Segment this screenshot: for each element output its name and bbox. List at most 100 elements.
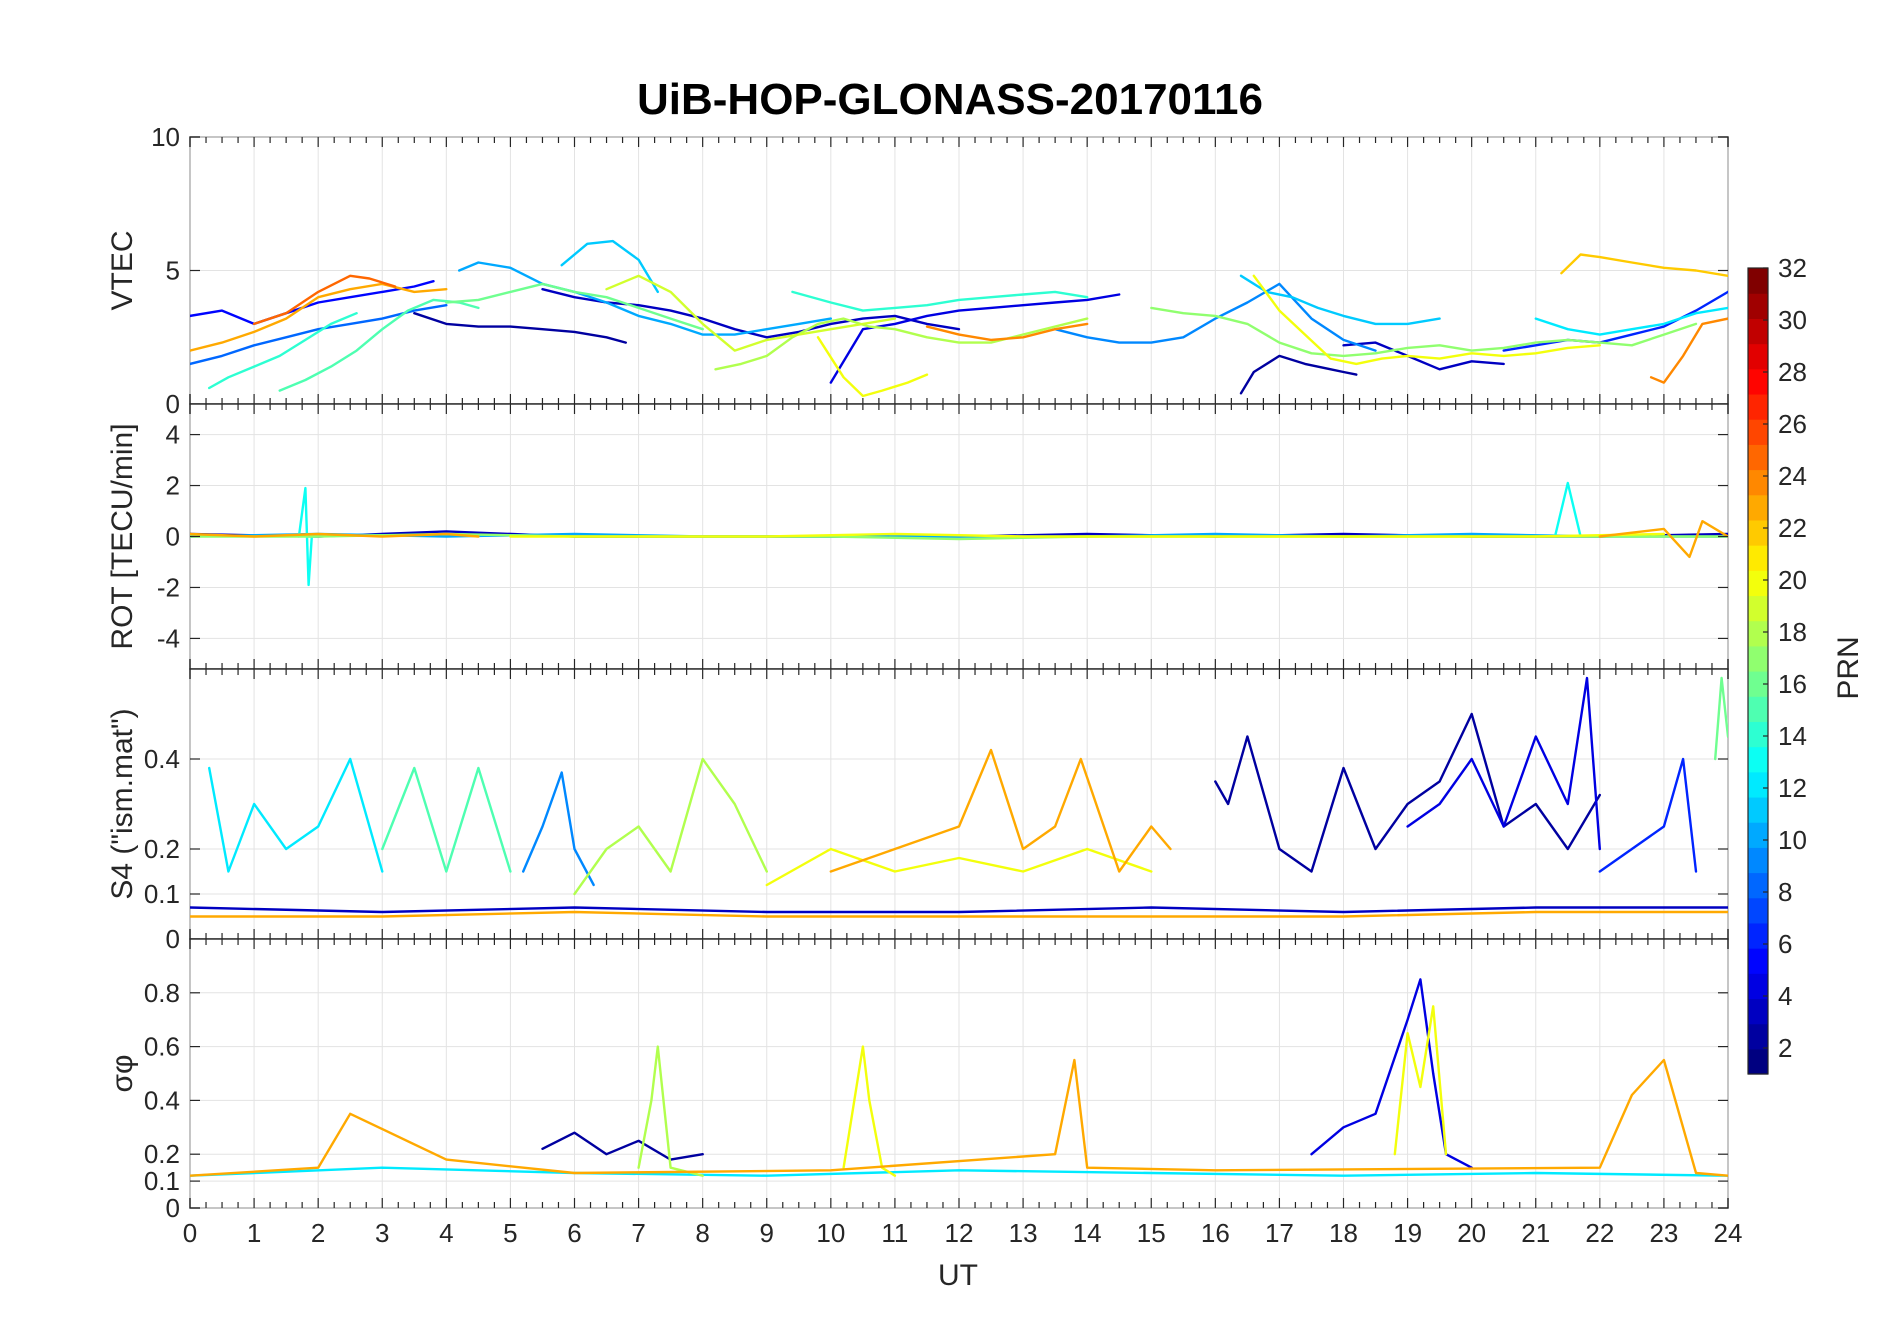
colorbar-tick-label: 18 (1778, 617, 1807, 647)
trace-prn-24 (1649, 317, 1728, 384)
colorbar-tick-label: 14 (1778, 721, 1807, 751)
colorbar-segment (1748, 822, 1768, 848)
trace-prn-10 (458, 261, 832, 336)
colorbar-segment (1748, 671, 1768, 697)
y-axis-label: σφ (106, 1055, 139, 1093)
colorbar-tick-label: 24 (1778, 461, 1807, 491)
y-tick-label: 0 (166, 924, 180, 954)
trace-prn-13 (1553, 481, 1582, 538)
colorbar-tick-label: 30 (1778, 305, 1807, 335)
trace-prn-14 (791, 290, 1089, 312)
trace-prn-2 (541, 1131, 704, 1161)
colorbar-segment (1748, 293, 1768, 319)
y-tick-label: 0.2 (144, 1139, 180, 1169)
trace-prn-23 (829, 748, 1172, 873)
panel-sigma-phi: 00.10.2 0.4 0.6 0.8 σφ (106, 938, 1729, 1223)
colorbar-tick-label: 2 (1778, 1033, 1792, 1063)
colorbar-segment (1748, 897, 1768, 924)
colorbar-segment (1748, 721, 1768, 748)
colorbar-segment (1748, 595, 1768, 622)
panel-vtec: 0 5 10 VTEC (106, 122, 1729, 419)
x-tick-label: 20 (1457, 1218, 1486, 1248)
trace-prn-6 (1502, 290, 1728, 352)
colorbar-segment (1748, 696, 1768, 722)
x-tick-label: 13 (1009, 1218, 1038, 1248)
trace-prn-14 (207, 312, 358, 390)
panel-rot: -4 -2 0 2 4 ROT [TECU/min] (106, 403, 1729, 670)
trace-prn-11 (560, 239, 659, 294)
y-tick-label: 0 (166, 1193, 180, 1223)
trace-prn-20 (1252, 274, 1602, 366)
colorbar-segment (1748, 469, 1768, 496)
x-tick-label: 11 (881, 1218, 908, 1248)
x-tick-label: 23 (1649, 1218, 1678, 1248)
colorbar-segment (1748, 318, 1768, 345)
trace-prn-3 (1342, 341, 1505, 371)
trace-prn-9 (522, 771, 595, 887)
colorbar-segment (1748, 771, 1768, 798)
colorbar-segment (1748, 268, 1768, 294)
traces (190, 481, 1728, 587)
y-tick-label: 0.4 (144, 1085, 180, 1115)
colorbar-tick-label: 12 (1778, 773, 1807, 803)
x-tick-label: 10 (816, 1218, 845, 1248)
x-tick-label: 4 (439, 1218, 453, 1248)
colorbar-tick-label: 6 (1778, 929, 1792, 959)
colorbar-segment (1748, 519, 1768, 546)
x-tick-label: 2 (311, 1218, 325, 1248)
trace-prn-20 (1393, 1005, 1448, 1156)
x-tick-label: 12 (945, 1218, 974, 1248)
colorbar-label: PRN (1832, 636, 1865, 699)
x-tick-label: 9 (760, 1218, 774, 1248)
colorbar-tick-label: 32 (1778, 253, 1807, 283)
y-tick-label: 0 (166, 389, 180, 419)
trace-prn-12 (190, 1166, 1728, 1177)
trace-prn-18 (637, 1045, 704, 1177)
y-tick-label: 10 (151, 122, 180, 152)
colorbar-segment (1748, 620, 1768, 647)
trace-prn-20 (842, 1045, 897, 1177)
colorbar-segment (1748, 393, 1768, 420)
trace-prn-23 (190, 282, 448, 352)
colorbar-tick-label: 20 (1778, 565, 1807, 595)
y-tick-label: 0.8 (144, 978, 180, 1008)
x-axis-label: UT (938, 1259, 978, 1292)
x-tick-label: 15 (1137, 1218, 1166, 1248)
colorbar-segment (1748, 444, 1768, 471)
x-tick-label: 16 (1201, 1218, 1230, 1248)
trace-prn-18 (714, 317, 1089, 371)
colorbar-segment (1748, 494, 1768, 521)
trace-prn-24 (925, 322, 1089, 342)
trace-prn-3 (190, 906, 1728, 914)
x-tick-label: 0 (183, 1218, 197, 1248)
y-tick-label: 0.1 (144, 1166, 180, 1196)
colorbar-segment (1748, 545, 1768, 571)
x-tick-label: 19 (1393, 1218, 1422, 1248)
trace-prn-22 (1560, 253, 1728, 277)
colorbar-segment (1748, 1023, 1768, 1050)
x-tick-label: 5 (503, 1218, 517, 1248)
colorbar-tick-label: 8 (1778, 877, 1792, 907)
x-tick-label: 18 (1329, 1218, 1358, 1248)
colorbar-tick-label: 26 (1778, 409, 1807, 439)
colorbar-tick-label: 28 (1778, 357, 1807, 387)
colorbar-segment (1748, 948, 1768, 974)
y-axis-label: S4 ("ism.mat") (106, 708, 139, 899)
trace-prn-2 (1214, 712, 1602, 873)
trace-prn-15 (381, 766, 512, 873)
x-tick-label: 14 (1073, 1218, 1102, 1248)
colorbar-segment (1748, 343, 1768, 370)
y-axis-label: ROT [TECU/min] (106, 423, 139, 649)
traces (190, 676, 1728, 918)
y-tick-label: 2 (166, 471, 180, 501)
trace-prn-6 (1598, 757, 1698, 873)
traces (190, 978, 1728, 1177)
colorbar-segment (1748, 368, 1768, 395)
traces (190, 239, 1728, 398)
y-tick-label: 0.1 (144, 879, 180, 909)
trace-prn-4 (1406, 676, 1602, 851)
trace-prn-20 (765, 847, 1153, 887)
